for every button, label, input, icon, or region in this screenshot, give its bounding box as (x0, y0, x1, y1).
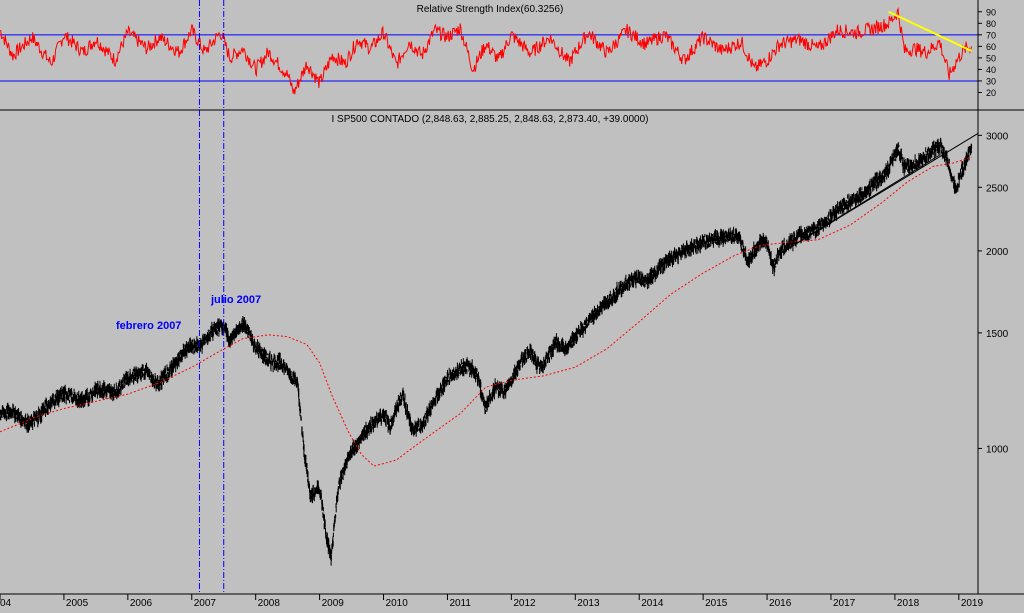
rsi-title: Relative Strength Index(60.3256) (417, 4, 564, 15)
rsi-tick-label: 30 (986, 76, 996, 86)
price-tick-label: 2000 (986, 247, 1009, 258)
x-tick-label: 2007 (194, 598, 217, 608)
x-tick-label: 2012 (513, 598, 536, 608)
price-tick-label: 2500 (986, 183, 1009, 194)
x-tick-label: 2013 (577, 598, 600, 608)
x-tick-label: 04 (0, 598, 12, 608)
x-tick-label: 2014 (641, 598, 664, 608)
x-tick-label: 2015 (705, 598, 728, 608)
rsi-tick-label: 70 (986, 30, 996, 40)
x-tick-label: 2005 (66, 598, 89, 608)
price-title: I SP500 CONTADO (2,848.63, 2,885.25, 2,8… (332, 114, 649, 125)
price-tick-label: 1500 (986, 329, 1009, 340)
label-febrero-2007: febrero 2007 (116, 320, 181, 332)
rsi-trendline (888, 10, 973, 52)
rsi-tick-label: 90 (986, 7, 996, 17)
rsi-tick-label: 40 (986, 65, 996, 75)
price-panel: 3000 2500 2000 1500 1000 febrero 2007 julio 20… (0, 0, 1009, 594)
x-tick-label: 2016 (769, 598, 792, 608)
rsi-tick-label: 20 (986, 88, 996, 98)
moving-average-line (0, 156, 972, 467)
x-tick-label: 2009 (322, 598, 345, 608)
x-tick-label: 2018 (897, 598, 920, 608)
x-tick-label: 2010 (386, 598, 409, 608)
x-tick-label: 2011 (449, 598, 471, 608)
x-tick-label: 2017 (833, 598, 856, 608)
x-tick-label: 2006 (130, 598, 153, 608)
rsi-tick-label: 50 (986, 53, 996, 63)
price-tick-label: 3000 (986, 131, 1009, 142)
price-series-bars (0, 137, 973, 566)
price-tick-label: 1000 (986, 444, 1009, 455)
x-axis: 04 2005 2006 2007 2008 2009 2010 2011 2012 2013 20… (0, 594, 984, 609)
x-tick-label: 2008 (258, 598, 281, 608)
rsi-tick-label: 60 (986, 42, 996, 52)
rsi-series-line (0, 7, 973, 95)
x-tick-label: 2019 (961, 598, 984, 608)
label-julio-2007: julio 2007 (210, 294, 261, 306)
channel-line (779, 133, 979, 255)
rsi-tick-label: 80 (986, 19, 996, 29)
